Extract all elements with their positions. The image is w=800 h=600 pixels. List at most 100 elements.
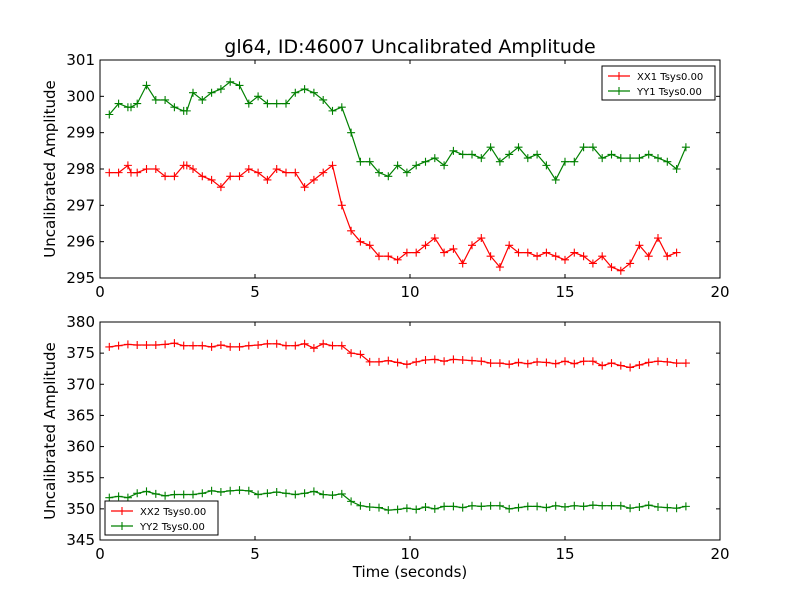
data-point-xx1-tsys0-00 <box>533 252 542 261</box>
data-point-yy2-tsys0-00 <box>235 486 244 495</box>
data-point-xx2-tsys0-00 <box>616 361 625 370</box>
data-point-xx2-tsys0-00 <box>579 357 588 366</box>
data-point-yy2-tsys0-00 <box>328 491 337 500</box>
data-point-xx2-tsys0-00 <box>170 339 179 348</box>
data-point-yy1-tsys0-00 <box>505 150 514 159</box>
data-point-xx1-tsys0-00 <box>635 241 644 250</box>
data-point-xx1-tsys0-00 <box>198 172 207 181</box>
data-point-yy1-tsys0-00 <box>430 154 439 163</box>
data-point-yy2-tsys0-00 <box>412 505 421 514</box>
data-point-yy2-tsys0-00 <box>561 502 569 511</box>
data-point-yy2-tsys0-00 <box>216 488 225 497</box>
data-point-xx2-tsys0-00 <box>375 357 383 366</box>
bottom-panel: 0 5 10 15 20 345 350 355 360 365 370 375 380 Uncalib… <box>41 313 730 581</box>
legend-label-xx2-tsys0-00: XX2 Tsys0.00 <box>140 507 206 518</box>
data-point-yy2-tsys0-00 <box>133 489 142 498</box>
data-point-yy2-tsys0-00 <box>291 490 300 499</box>
data-point-yy2-tsys0-00 <box>114 492 123 501</box>
top-y-tick-label: 300 <box>66 87 95 105</box>
data-point-yy2-tsys0-00 <box>430 504 439 513</box>
data-point-xx2-tsys0-00 <box>393 358 402 367</box>
data-point-xx2-tsys0-00 <box>672 359 681 368</box>
data-point-xx1-tsys0-00 <box>142 165 151 173</box>
data-point-xx2-tsys0-00 <box>505 360 514 369</box>
bottom-y-tick-label: 365 <box>66 406 95 424</box>
data-point-xx2-tsys0-00 <box>105 342 114 351</box>
data-point-yy2-tsys0-00 <box>672 504 681 513</box>
data-point-xx2-tsys0-00 <box>644 358 653 367</box>
data-point-xx1-tsys0-00 <box>337 201 346 210</box>
data-point-yy2-tsys0-00 <box>300 489 309 498</box>
data-point-yy1-tsys0-00 <box>449 146 458 155</box>
bottom-y-tick-label: 360 <box>66 438 95 456</box>
data-point-yy2-tsys0-00 <box>663 503 672 512</box>
data-point-yy2-tsys0-00 <box>681 502 690 511</box>
bottom-x-tick-label: 15 <box>555 545 574 563</box>
data-point-yy1-tsys0-00 <box>607 150 616 159</box>
data-point-xx1-tsys0-00 <box>495 263 504 272</box>
data-point-xx2-tsys0-00 <box>654 357 662 366</box>
data-point-yy2-tsys0-00 <box>570 501 579 510</box>
data-point-yy2-tsys0-00 <box>282 489 290 498</box>
data-point-xx1-tsys0-00 <box>468 241 476 250</box>
data-point-xx1-tsys0-00 <box>272 165 281 173</box>
data-point-xx1-tsys0-00 <box>182 161 191 170</box>
data-point-yy1-tsys0-00 <box>440 161 449 170</box>
data-point-xx2-tsys0-00 <box>179 341 188 350</box>
data-point-yy1-tsys0-00 <box>365 157 374 166</box>
data-point-xx2-tsys0-00 <box>291 341 300 350</box>
data-point-yy1-tsys0-00 <box>635 154 644 163</box>
legend-label-yy2-tsys0-00: YY2 Tsys0.00 <box>139 522 205 533</box>
data-point-xx1-tsys0-00 <box>309 175 318 184</box>
data-point-xx2-tsys0-00 <box>123 340 132 349</box>
data-point-yy1-tsys0-00 <box>598 154 607 163</box>
data-point-yy2-tsys0-00 <box>579 502 588 511</box>
data-point-yy2-tsys0-00 <box>654 502 662 511</box>
data-point-yy1-tsys0-00 <box>347 128 356 137</box>
data-point-xx2-tsys0-00 <box>347 349 356 358</box>
data-point-yy2-tsys0-00 <box>142 487 151 496</box>
data-point-xx1-tsys0-00 <box>430 234 439 243</box>
data-point-yy2-tsys0-00 <box>123 493 132 502</box>
data-point-yy2-tsys0-00 <box>254 490 263 499</box>
data-point-yy1-tsys0-00 <box>272 99 281 108</box>
data-point-xx1-tsys0-00 <box>123 161 132 170</box>
data-point-yy1-tsys0-00 <box>282 99 290 108</box>
data-point-yy2-tsys0-00 <box>207 486 216 495</box>
series-line-xx1-tsys0-00 <box>109 164 677 272</box>
top-y-tick-label: 297 <box>66 196 95 214</box>
data-point-yy2-tsys0-00 <box>468 501 476 510</box>
data-point-xx1-tsys0-00 <box>105 168 114 177</box>
data-point-yy2-tsys0-00 <box>477 502 486 511</box>
data-point-xx1-tsys0-00 <box>319 168 328 177</box>
data-point-yy2-tsys0-00 <box>161 491 170 500</box>
legend-marker-yy1-tsys0-00 <box>615 87 623 95</box>
data-point-yy2-tsys0-00 <box>105 493 114 502</box>
bottom-y-tick-label: 370 <box>66 375 95 393</box>
data-point-xx1-tsys0-00 <box>486 252 495 261</box>
data-point-yy2-tsys0-00 <box>598 501 607 510</box>
bottom-legend-box <box>104 500 219 536</box>
top-x-tick-label: 5 <box>250 283 260 301</box>
data-point-yy2-tsys0-00 <box>458 503 467 512</box>
bottom-y-tick-label: 375 <box>66 344 95 362</box>
data-point-yy1-tsys0-00 <box>486 143 495 152</box>
data-point-yy2-tsys0-00 <box>644 501 653 510</box>
data-point-yy1-tsys0-00 <box>182 106 191 115</box>
data-point-xx1-tsys0-00 <box>440 248 449 257</box>
bottom-x-tick-label: 20 <box>710 545 729 563</box>
data-point-yy2-tsys0-00 <box>635 502 644 511</box>
data-point-xx1-tsys0-00 <box>570 248 579 257</box>
data-point-xx1-tsys0-00 <box>505 241 514 250</box>
data-point-xx2-tsys0-00 <box>151 341 160 350</box>
data-point-xx1-tsys0-00 <box>328 161 337 170</box>
data-point-xx2-tsys0-00 <box>626 363 635 372</box>
bottom-x-tick-label: 10 <box>400 545 419 563</box>
data-point-xx1-tsys0-00 <box>235 172 244 181</box>
data-point-yy2-tsys0-00 <box>189 490 197 499</box>
data-point-xx2-tsys0-00 <box>189 341 197 350</box>
data-point-yy2-tsys0-00 <box>523 502 532 511</box>
data-point-yy1-tsys0-00 <box>412 161 421 170</box>
top-panel: 0 5 10 15 20 295 296 297 298 299 300 301 Uncalibrat… <box>41 51 730 301</box>
data-point-yy1-tsys0-00 <box>114 99 123 108</box>
